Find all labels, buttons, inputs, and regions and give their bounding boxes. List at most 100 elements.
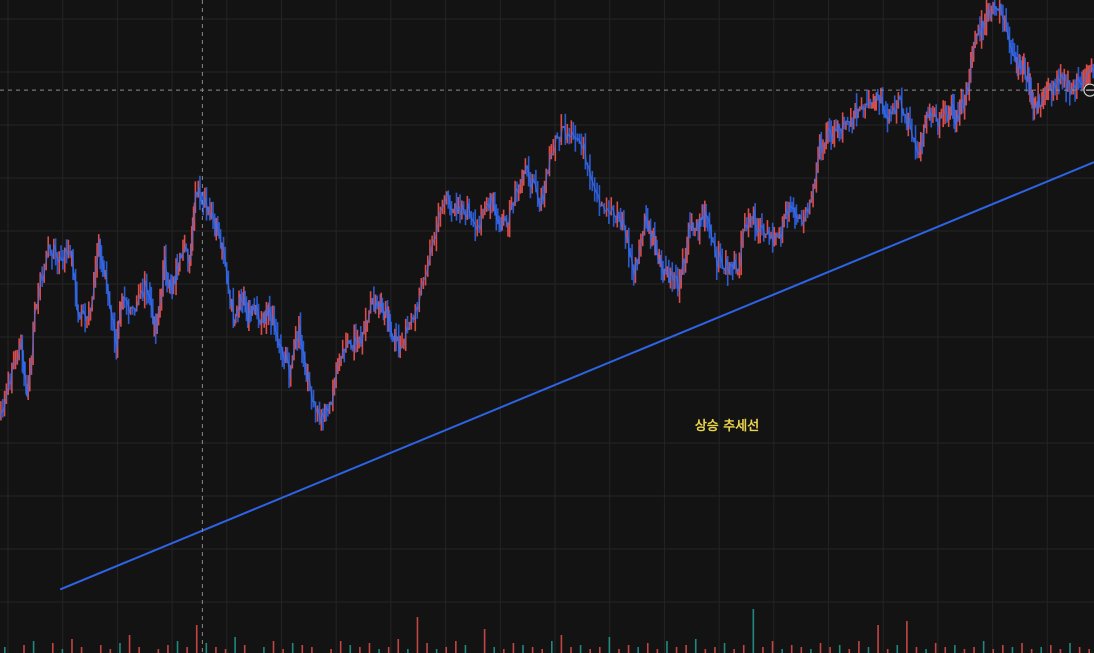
volume-bar <box>934 643 937 653</box>
volume-bar <box>541 649 544 653</box>
volume-bar <box>589 649 591 653</box>
volume-bar <box>598 647 601 653</box>
volume-bar <box>656 649 659 653</box>
volume-bar <box>954 645 956 653</box>
volume-bar <box>378 649 380 653</box>
volume-bar <box>886 649 889 653</box>
volume-bar <box>560 635 563 653</box>
volume-bar <box>1021 643 1023 653</box>
price-series-line <box>0 2 1094 424</box>
volume-bar <box>867 647 870 653</box>
volume-bar <box>800 647 803 653</box>
volume-bar <box>301 645 304 653</box>
volume-bar <box>1002 645 1004 653</box>
volume-bar <box>205 643 208 653</box>
volume-bar <box>944 647 947 653</box>
volume-bar <box>522 645 524 653</box>
volume-bar <box>973 647 975 653</box>
volume-bar <box>618 649 620 653</box>
volume-bar <box>666 641 668 653</box>
volume-bar <box>195 625 198 653</box>
volume-bar <box>455 641 457 653</box>
volume-bar <box>483 629 486 653</box>
uptrend-line[interactable] <box>59 161 1094 591</box>
volume-bar <box>339 641 342 653</box>
volume-bar <box>570 647 572 653</box>
volume-bar <box>435 649 438 653</box>
volume-bar <box>272 641 275 653</box>
volume-bar <box>646 643 649 653</box>
volume-bar <box>243 645 246 653</box>
trendline-label: 상승 추세선 <box>695 418 759 434</box>
volume-bar <box>838 645 841 653</box>
volume-bar <box>637 647 639 653</box>
volume-bar <box>167 645 169 653</box>
volume-bar <box>3 647 6 653</box>
volume-bar <box>503 649 505 653</box>
volume-bar <box>685 645 687 653</box>
volume-bar <box>445 647 448 653</box>
volume-bar <box>896 645 899 653</box>
volume-bar <box>176 641 179 653</box>
volume-bar <box>906 621 908 653</box>
volume-bar <box>771 641 774 653</box>
volume-bar <box>992 649 995 653</box>
volume-bar <box>80 647 83 653</box>
volume-bar <box>733 649 735 653</box>
volume-bar <box>579 645 582 653</box>
volume-bar <box>925 649 927 653</box>
volume-bar <box>1078 647 1081 653</box>
volume-bar <box>51 643 54 653</box>
volume-bar <box>1040 647 1043 653</box>
volume-bar <box>368 643 371 653</box>
volume-bar <box>359 647 361 653</box>
volume-bar <box>704 649 707 653</box>
volume-bar <box>291 643 294 653</box>
volume-bar <box>387 647 390 653</box>
volume-bar <box>858 641 860 653</box>
volume-bar <box>915 647 918 653</box>
volume-bar <box>742 645 745 653</box>
volume-bar <box>330 649 332 653</box>
volume-bar <box>1088 649 1091 653</box>
volume-bar <box>982 641 985 653</box>
volume-bar <box>1011 647 1014 653</box>
volume-bar <box>829 647 831 653</box>
volume-bar <box>311 647 313 653</box>
volume-bar <box>32 641 35 653</box>
volume-bar <box>186 647 188 653</box>
volume-bar <box>675 647 678 653</box>
volume-bar <box>407 649 409 653</box>
volume-bar <box>531 647 534 653</box>
volume-bar <box>282 649 284 653</box>
volume-bar <box>71 639 73 653</box>
volume-bar <box>512 643 515 653</box>
volume-bar <box>877 625 879 653</box>
volume-bar <box>128 635 131 653</box>
volume-bar <box>1050 645 1052 653</box>
volume-bar <box>138 647 140 653</box>
volume-bar <box>790 645 793 653</box>
volume-bar <box>426 643 428 653</box>
volume-bar <box>1069 643 1071 653</box>
volume-bar <box>464 645 467 653</box>
volume-bar <box>819 643 822 653</box>
volume-bar <box>416 617 419 653</box>
volume-bar <box>762 647 764 653</box>
volume-bar <box>349 645 352 653</box>
volume-bar <box>99 645 102 653</box>
volume-bar <box>157 649 160 653</box>
volume-bar <box>848 649 851 653</box>
volume-bar <box>61 649 64 653</box>
volume-bar <box>608 637 611 653</box>
volume-bar <box>1030 649 1033 653</box>
volume-bar <box>263 647 265 653</box>
volume-bar <box>723 643 726 653</box>
volume-bar <box>493 647 496 653</box>
volume-bar <box>627 645 630 653</box>
volume-bar <box>215 647 217 653</box>
